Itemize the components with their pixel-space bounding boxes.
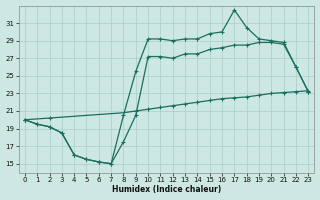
X-axis label: Humidex (Indice chaleur): Humidex (Indice chaleur) <box>112 185 221 194</box>
